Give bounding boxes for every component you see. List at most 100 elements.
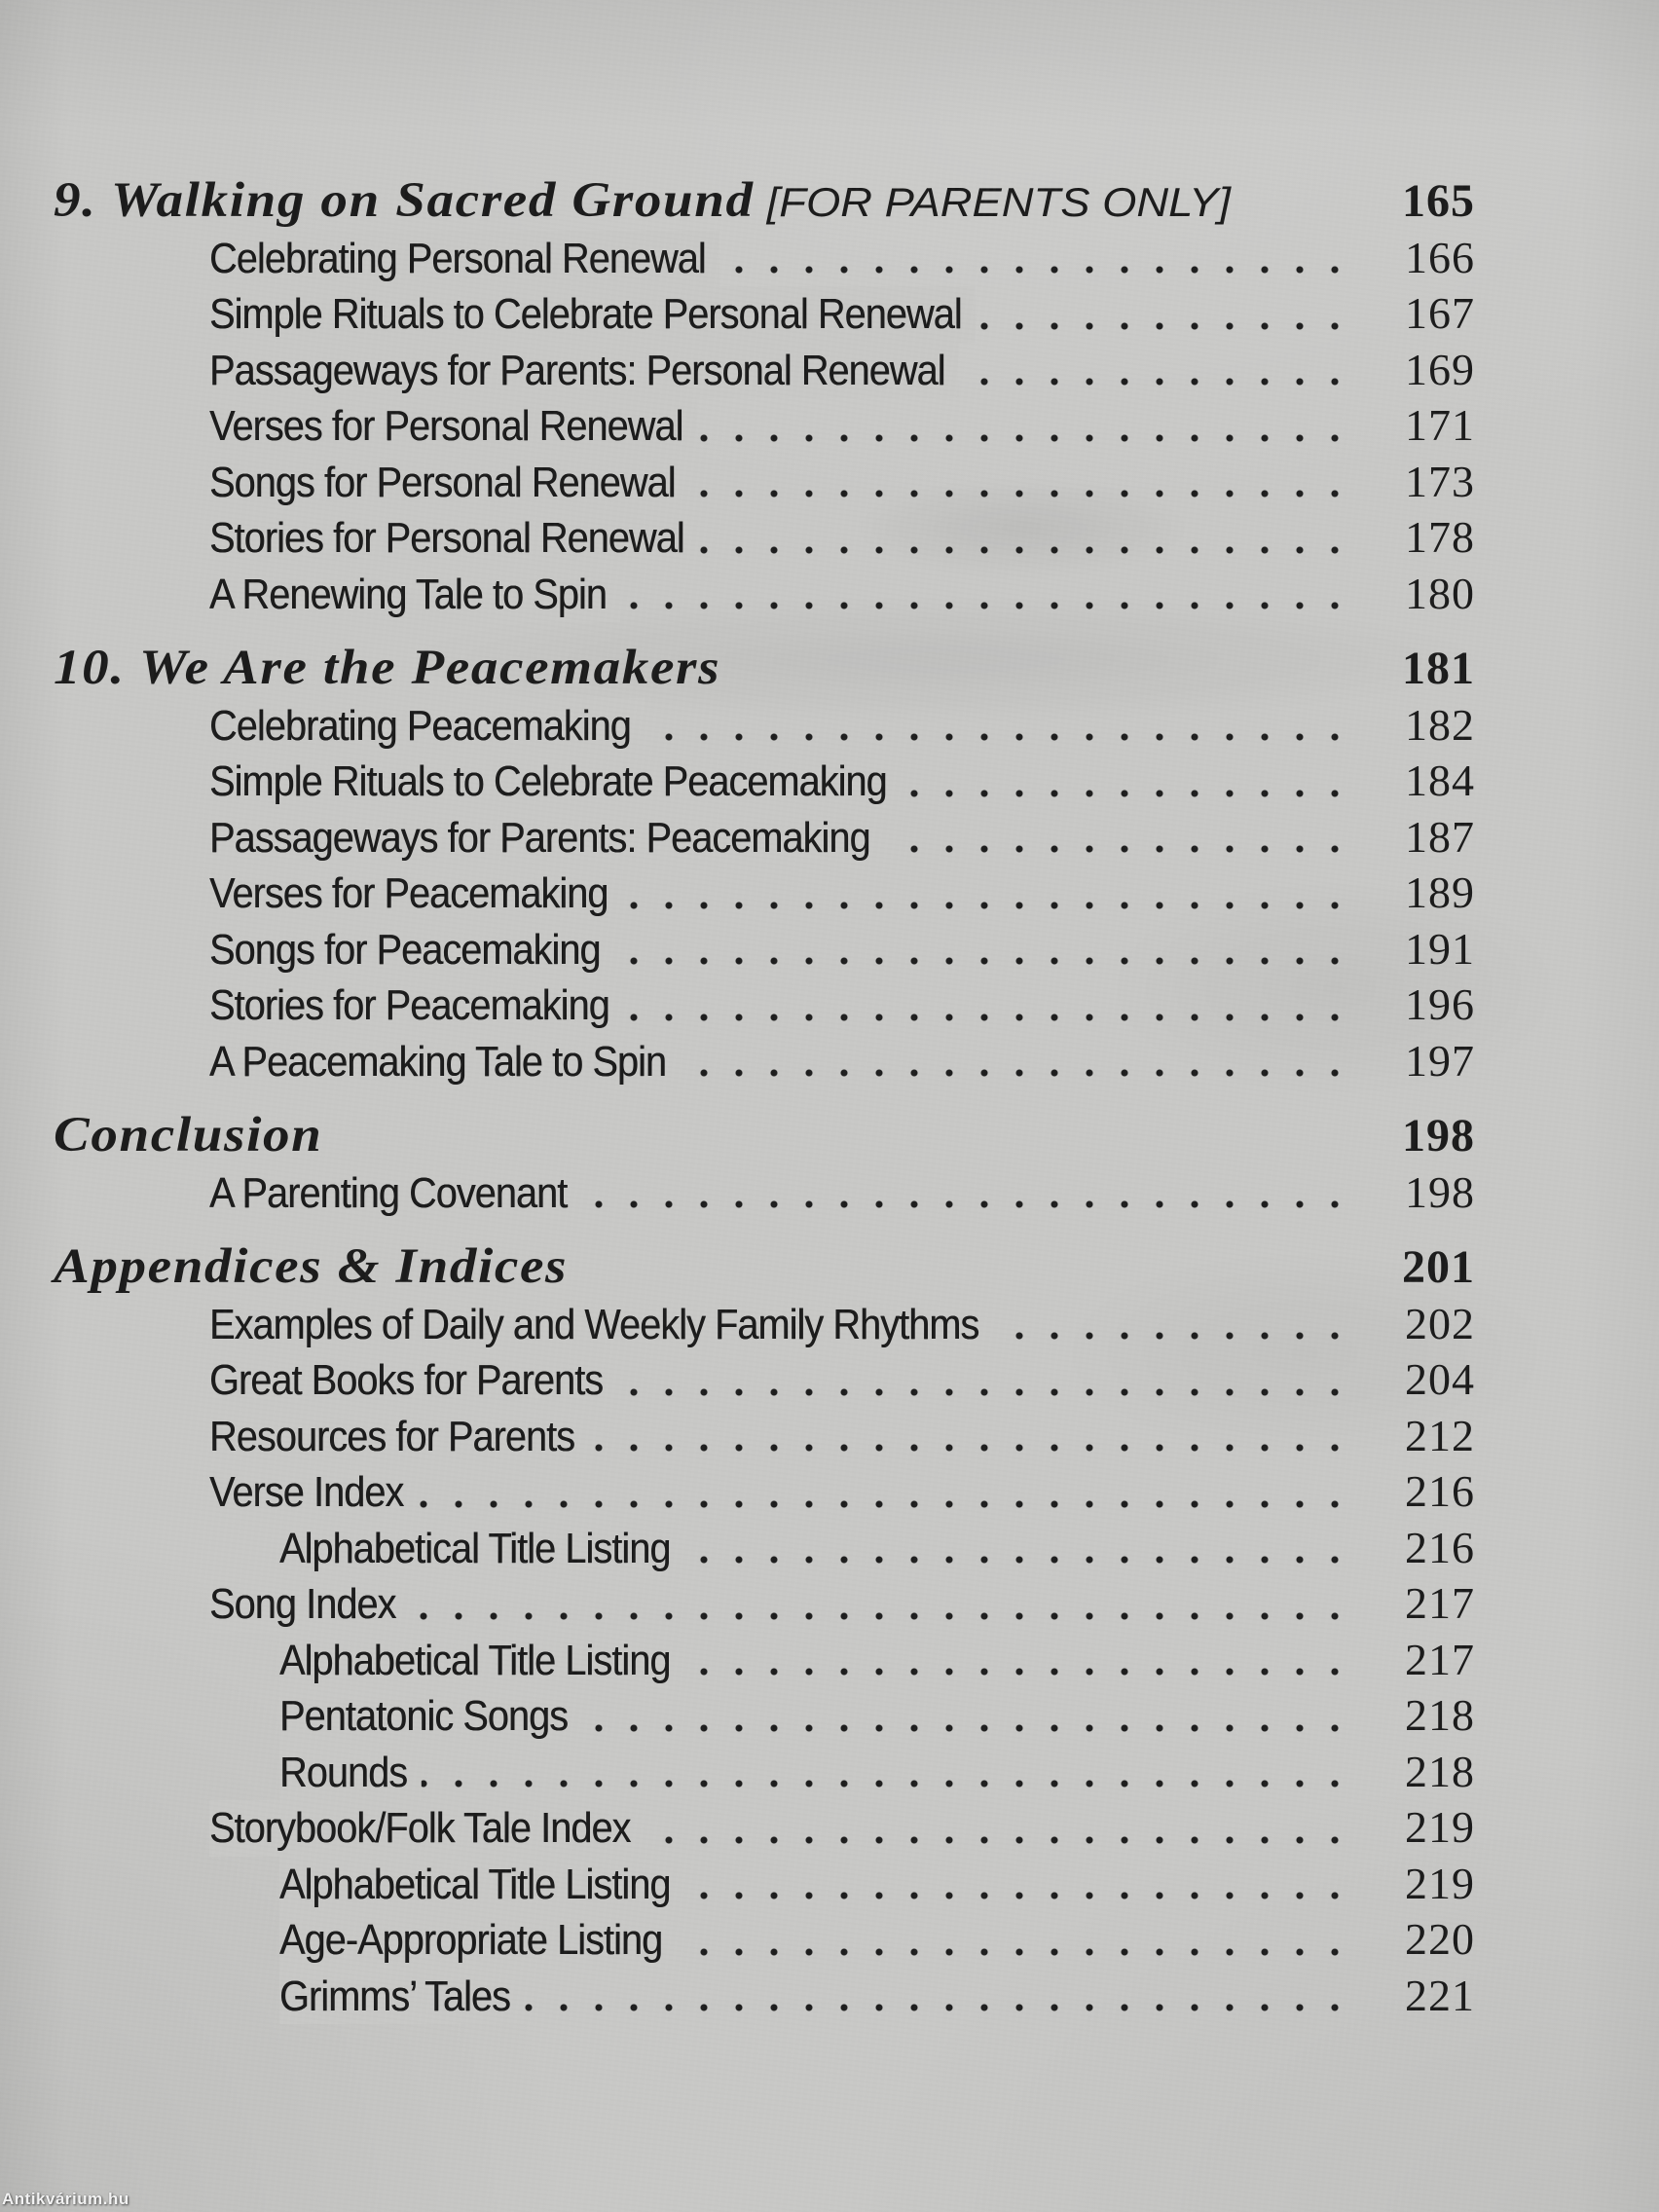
toc-entry-row: Celebrating Peacemaking 182 — [54, 697, 1475, 754]
entry-title: Song Index — [209, 1576, 410, 1633]
entry-page-number: 202 — [1405, 1298, 1475, 1348]
section-heading-text: Appendices & Indices — [54, 1239, 568, 1296]
toc-section-2: Conclusion 198 A Parenting Covenant 198 — [54, 1108, 1475, 1221]
entry-page-number: 180 — [1405, 568, 1475, 618]
toc-entry-row: A Peacemaking Tale to Spin 197 — [54, 1033, 1475, 1089]
dot-leader — [209, 1499, 1339, 1508]
entry-title: Storybook/Folk Tale Index — [209, 1800, 645, 1857]
toc-section-3: Appendices & Indices 201 Examples of Daily… — [54, 1239, 1475, 2024]
entry-page-number: 189 — [1405, 867, 1475, 917]
entry-page-number: 166 — [1405, 232, 1475, 282]
dot-leader — [209, 1013, 1339, 1021]
toc-section-heading-row: Appendices & Indices 201 — [54, 1239, 1475, 1296]
entry-title: Simple Rituals to Celebrate Personal Ren… — [209, 286, 977, 343]
entry-title: Age-Appropriate Listing — [279, 1912, 677, 1969]
toc-entry-row: Verse Index 216 — [54, 1463, 1475, 1521]
entry-title: Passageways for Parents: Peacemaking — [209, 809, 884, 866]
toc-section-0: 9. Walking on Sacred Ground [FOR PARENTS … — [54, 173, 1475, 622]
entry-page-number: 220 — [1405, 1914, 1475, 1964]
entry-page-number: 182 — [1405, 699, 1475, 750]
entry-page-number: 198 — [1405, 1166, 1475, 1217]
dot-leader — [209, 1611, 1339, 1620]
entry-title: Great Books for Parents — [209, 1352, 617, 1409]
entry-title: Celebrating Peacemaking — [209, 697, 645, 754]
entry-page-number: 219 — [1405, 1858, 1475, 1908]
dot-leader — [209, 1069, 1339, 1077]
toc-section-heading-row: Conclusion 198 — [54, 1108, 1475, 1164]
toc-entry-row: Resources for Parents 212 — [54, 1408, 1475, 1464]
section-page-number: 198 — [1402, 1110, 1475, 1161]
entry-title: Alphabetical Title Listing — [279, 1632, 684, 1688]
toc-section-heading-row: 10. We Are the Peacemakers 181 — [54, 641, 1475, 697]
entry-title: Rounds — [279, 1744, 422, 1800]
entry-page-number: 217 — [1405, 1634, 1475, 1684]
entry-title: A Renewing Tale to Spin — [209, 566, 621, 622]
toc-entry-row: Examples of Daily and Weekly Family Rhyt… — [54, 1296, 1475, 1352]
entry-page-number: 173 — [1405, 456, 1475, 506]
dot-leader — [279, 1723, 1339, 1732]
toc-entry-row: Pentatonic Songs 218 — [54, 1687, 1475, 1745]
entry-title: Stories for Peacemaking — [209, 977, 624, 1034]
entry-page-number: 171 — [1405, 400, 1475, 450]
dot-leader — [209, 901, 1339, 909]
entry-title: Grimms’ Tales — [279, 1968, 525, 2024]
entry-title: Pentatonic Songs — [279, 1688, 582, 1745]
toc-entry-row: Song Index 217 — [54, 1575, 1475, 1633]
entry-title: Passageways for Parents: Personal Renewa… — [209, 342, 959, 398]
entry-page-number: 212 — [1405, 1410, 1475, 1460]
dot-leader — [209, 733, 1339, 741]
table-of-contents: 9. Walking on Sacred Ground [FOR PARENTS … — [54, 173, 1475, 2024]
dot-leader — [279, 1668, 1339, 1676]
entry-title: Songs for Personal Renewal — [209, 454, 689, 510]
entry-title: Examples of Daily and Weekly Family Rhyt… — [209, 1296, 993, 1352]
dot-leader — [209, 1835, 1339, 1844]
section-heading-text: 9. Walking on Sacred Ground [FOR PARENTS … — [54, 173, 1231, 231]
dot-leader — [279, 1947, 1339, 1956]
toc-entry-row: Simple Rituals to Celebrate Peacemaking 1… — [54, 753, 1475, 810]
toc-entry-row: Great Books for Parents 204 — [54, 1351, 1475, 1409]
entry-title: Alphabetical Title Listing — [279, 1520, 684, 1576]
toc-entry-row: Alphabetical Title Listing 217 — [54, 1632, 1475, 1688]
toc-section-heading-row: 9. Walking on Sacred Ground [FOR PARENTS … — [54, 173, 1475, 230]
dot-leader — [279, 1556, 1339, 1564]
dot-leader — [279, 2004, 1339, 2011]
dot-leader — [279, 1892, 1339, 1899]
toc-entry-row: Simple Rituals to Celebrate Personal Ren… — [54, 285, 1475, 343]
dot-leader — [209, 490, 1339, 498]
entry-title: Simple Rituals to Celebrate Peacemaking — [209, 754, 902, 810]
toc-entry-row: A Parenting Covenant 198 — [54, 1164, 1475, 1221]
toc-entry-row: Songs for Peacemaking 191 — [54, 921, 1475, 977]
toc-entry-row: Alphabetical Title Listing 219 — [54, 1856, 1475, 1912]
toc-section-1: 10. We Are the Peacemakers 181 Celebrating… — [54, 641, 1475, 1089]
dot-leader — [209, 266, 1339, 274]
section-number: 9. — [54, 173, 111, 228]
section-title-suffix: [FOR PARENTS ONLY] — [766, 179, 1232, 225]
toc-entry-row: Passageways for Parents: Peacemaking 187 — [54, 809, 1475, 866]
entry-title: Verses for Personal Renewal — [209, 398, 697, 455]
toc-entry-row: Age-Appropriate Listing 220 — [54, 1911, 1475, 1969]
entry-page-number: 219 — [1405, 1802, 1475, 1852]
entry-page-number: 197 — [1405, 1035, 1475, 1086]
entry-title: A Parenting Covenant — [209, 1164, 581, 1221]
toc-entry-row: Alphabetical Title Listing 216 — [54, 1520, 1475, 1576]
dot-leader — [209, 433, 1339, 442]
toc-entry-row: Songs for Personal Renewal 173 — [54, 454, 1475, 510]
antikvarium-watermark: Antikvárium.hu — [2, 2190, 129, 2208]
entry-page-number: 217 — [1405, 1578, 1475, 1628]
entry-page-number: 167 — [1405, 288, 1475, 338]
section-title: Walking on Sacred Ground — [110, 173, 755, 228]
entry-page-number: 178 — [1405, 512, 1475, 562]
toc-entry-row: Stories for Personal Renewal 178 — [54, 509, 1475, 567]
entry-page-number: 221 — [1405, 1970, 1475, 2020]
toc-entry-row: A Renewing Tale to Spin 180 — [54, 566, 1475, 622]
entry-page-number: 187 — [1405, 811, 1475, 862]
dot-leader — [209, 957, 1339, 965]
section-number: 10. — [54, 641, 140, 695]
toc-entry-row: Verses for Personal Renewal 171 — [54, 397, 1475, 455]
dot-leader — [209, 545, 1339, 554]
section-title: We Are the Peacemakers — [139, 641, 721, 695]
entry-page-number: 218 — [1405, 1746, 1475, 1796]
toc-entry-row: Grimms’ Tales 221 — [54, 1968, 1475, 2024]
entry-title: Verses for Peacemaking — [209, 866, 622, 922]
